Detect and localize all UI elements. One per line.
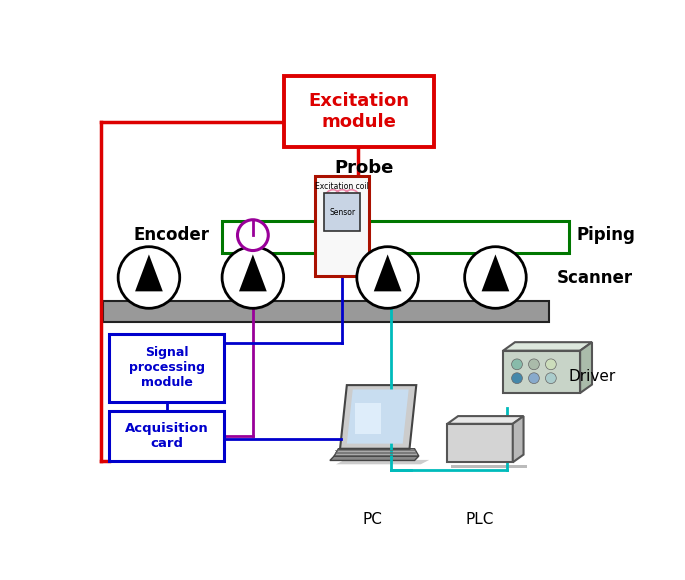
Text: PLC: PLC — [466, 512, 494, 527]
Text: Sensor: Sensor — [329, 208, 356, 216]
Text: Excitation coil: Excitation coil — [315, 182, 369, 191]
Polygon shape — [340, 385, 416, 449]
FancyBboxPatch shape — [109, 411, 225, 461]
Text: Probe: Probe — [334, 159, 394, 177]
Circle shape — [357, 246, 419, 309]
FancyBboxPatch shape — [103, 300, 549, 322]
Polygon shape — [503, 342, 592, 351]
Circle shape — [512, 373, 523, 383]
Circle shape — [545, 359, 556, 369]
FancyBboxPatch shape — [325, 193, 360, 231]
Text: Piping: Piping — [576, 226, 635, 244]
Text: Scanner: Scanner — [557, 269, 633, 287]
Circle shape — [238, 220, 269, 251]
Text: Signal
processing
module: Signal processing module — [129, 346, 205, 390]
Polygon shape — [451, 465, 527, 469]
Polygon shape — [135, 255, 163, 291]
Circle shape — [529, 359, 539, 369]
Text: Driver: Driver — [569, 368, 616, 383]
Polygon shape — [347, 390, 409, 444]
Text: PC: PC — [362, 512, 382, 527]
Circle shape — [529, 373, 539, 383]
Circle shape — [545, 373, 556, 383]
Text: Encoder: Encoder — [134, 226, 210, 244]
Polygon shape — [447, 416, 523, 424]
Polygon shape — [503, 351, 580, 393]
Polygon shape — [336, 460, 429, 465]
FancyBboxPatch shape — [222, 220, 569, 253]
FancyBboxPatch shape — [109, 334, 225, 403]
Text: Excitation
module: Excitation module — [308, 92, 409, 130]
Circle shape — [512, 359, 523, 369]
Polygon shape — [374, 255, 401, 291]
Polygon shape — [330, 456, 419, 461]
Text: Acquisition
card: Acquisition card — [125, 422, 208, 450]
Polygon shape — [482, 255, 509, 291]
Polygon shape — [513, 416, 523, 462]
Polygon shape — [356, 404, 381, 434]
FancyBboxPatch shape — [315, 176, 369, 276]
Polygon shape — [239, 255, 266, 291]
Circle shape — [118, 246, 179, 309]
Polygon shape — [334, 449, 419, 456]
FancyBboxPatch shape — [284, 76, 434, 147]
Polygon shape — [580, 342, 592, 393]
Circle shape — [222, 246, 284, 309]
Circle shape — [464, 246, 526, 309]
Polygon shape — [447, 424, 513, 462]
